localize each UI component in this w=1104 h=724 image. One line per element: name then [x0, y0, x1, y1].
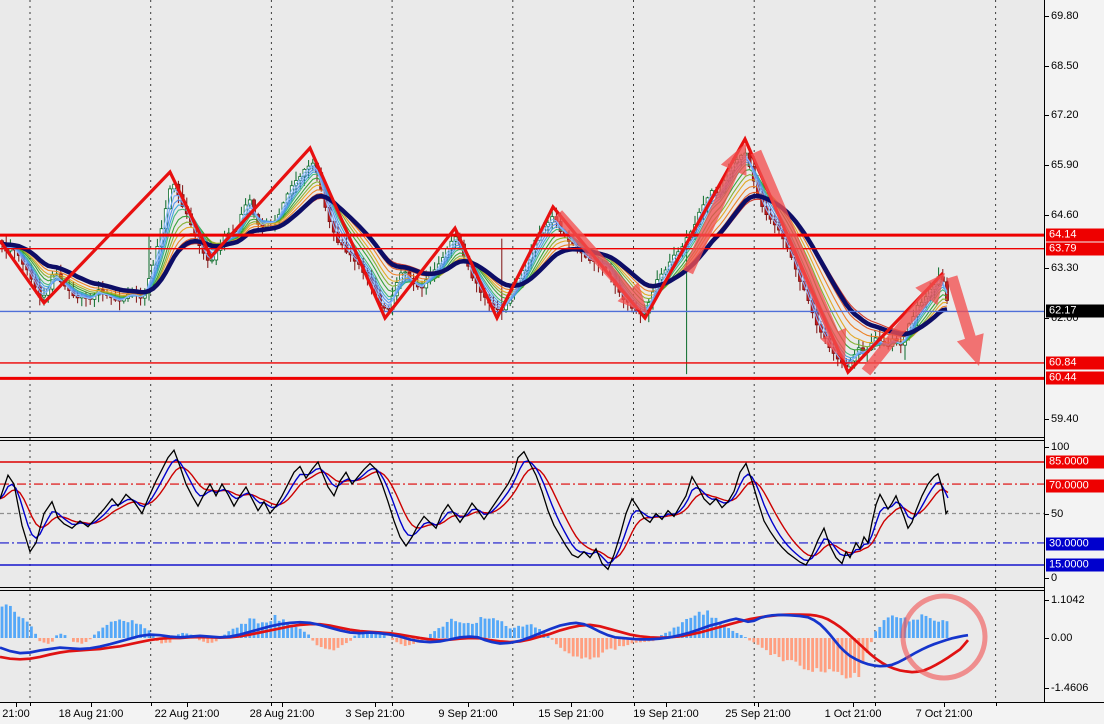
macd-histogram [0, 604, 949, 679]
time-grid-tick [150, 703, 152, 706]
price-level-badge: 62.17 [1046, 304, 1104, 318]
time-tick-label: 25 Sep 21:00 [725, 708, 791, 720]
arrow-annotation [946, 275, 984, 366]
time-tick-label: 3 Sep 21:00 [345, 708, 405, 720]
axis-tick-mark [1045, 600, 1049, 601]
axis-tick-mark [1045, 514, 1049, 515]
arrow-annotation [683, 143, 747, 275]
arrow-annotation [861, 273, 945, 376]
navy-ma-line [1, 193, 948, 337]
time-grid-tick [995, 703, 997, 706]
oscillator-level-badge: 15.0000 [1046, 558, 1104, 572]
price-tick-label: 68.50 [1051, 60, 1079, 72]
time-tick-mark [91, 703, 92, 707]
oscillator-pane[interactable] [0, 448, 1044, 571]
time-tick-mark [375, 703, 376, 707]
price-tick-label: 59.40 [1051, 413, 1079, 425]
time-tick-label: 21:00 [2, 708, 30, 720]
macd-tick-label: 1.1042 [1051, 594, 1085, 606]
time-grid-tick [633, 703, 635, 706]
time-tick-mark [666, 703, 667, 707]
axis-tick-mark [1045, 16, 1049, 17]
axis-tick-mark [1045, 318, 1049, 319]
time-tick-mark [944, 703, 945, 707]
chart-canvas[interactable] [0, 0, 1044, 702]
axis-tick-mark [1045, 66, 1049, 67]
time-tick-label: 19 Sep 21:00 [633, 708, 699, 720]
oscillator-tick-label: 100 [1051, 441, 1070, 453]
time-grid-tick [754, 703, 756, 706]
axis-tick-mark [1045, 165, 1049, 166]
oscillator-tick-label: 50 [1051, 508, 1064, 520]
price-tick-label: 65.90 [1051, 159, 1079, 171]
time-grid-tick [30, 703, 31, 706]
axis-tick-mark [1045, 638, 1049, 639]
price-level-badge: 64.14 [1046, 228, 1104, 242]
highlight-circle-annotation [900, 593, 988, 681]
price-tick-label: 67.20 [1051, 109, 1079, 121]
trend-arrows [553, 143, 984, 376]
pane-separators[interactable] [0, 437, 1044, 591]
oscillator-level-badge: 85.0000 [1046, 455, 1104, 469]
axis-tick-mark [1045, 688, 1049, 689]
macd-tick-label: -1.4606 [1051, 682, 1089, 694]
price-pane[interactable] [0, 135, 1044, 380]
arrow-annotation [553, 210, 648, 314]
price-tick-label: 69.80 [1051, 10, 1079, 22]
axis-tick-mark [1045, 115, 1049, 116]
axis-tick-mark [1045, 215, 1049, 216]
time-axis[interactable]: 21:00 18 Aug 21:00 22 Aug 21:00 28 Aug 21:0… [0, 702, 1104, 724]
zigzag-line [0, 135, 945, 376]
axis-tick-mark [1045, 419, 1049, 420]
time-tick-label: 1 Oct 21:00 [824, 708, 882, 720]
time-tick-mark [571, 703, 572, 707]
time-tick-mark [16, 703, 17, 707]
time-tick-label: 22 Aug 21:00 [154, 708, 220, 720]
arrow-annotation [750, 149, 847, 361]
time-grid-tick [271, 703, 273, 706]
price-level-badge: 60.44 [1046, 371, 1104, 385]
time-tick-label: 15 Sep 21:00 [538, 708, 604, 720]
macd-tick-label: 0.00 [1051, 632, 1073, 644]
time-tick-label: 18 Aug 21:00 [58, 708, 124, 720]
oscillator-level-badge: 70.0000 [1046, 479, 1104, 493]
time-tick-label: 28 Aug 21:00 [249, 708, 315, 720]
price-tick-label: 64.60 [1051, 209, 1079, 221]
oscillator-tick-label: 0 [1051, 572, 1058, 584]
time-tick-label: 9 Sep 21:00 [438, 708, 498, 720]
time-tick-mark [853, 703, 854, 707]
time-tick-mark [282, 703, 283, 707]
time-tick-mark [187, 703, 188, 707]
axis-tick-mark [1045, 578, 1049, 579]
price-tick-label: 63.30 [1051, 262, 1079, 274]
axis-tick-mark [1045, 447, 1049, 448]
time-tick-mark [468, 703, 469, 707]
price-level-badge: 63.79 [1046, 242, 1104, 256]
oscillator-level-badge: 30.0000 [1046, 537, 1104, 551]
time-grid-tick [874, 703, 876, 706]
time-grid-tick [392, 703, 394, 706]
price-level-badge: 60.84 [1046, 356, 1104, 370]
time-tick-mark [758, 703, 759, 707]
time-tick-label: 7 Oct 21:00 [915, 708, 973, 720]
macd-pane[interactable] [0, 593, 988, 681]
axis-tick-mark [1045, 268, 1049, 269]
time-grid-tick [512, 703, 514, 706]
price-axis[interactable]: 69.80 68.50 67.20 65.90 64.60 63.30 62.00 59.40… [1044, 0, 1104, 702]
horizontal-levels[interactable] [0, 233, 1044, 380]
